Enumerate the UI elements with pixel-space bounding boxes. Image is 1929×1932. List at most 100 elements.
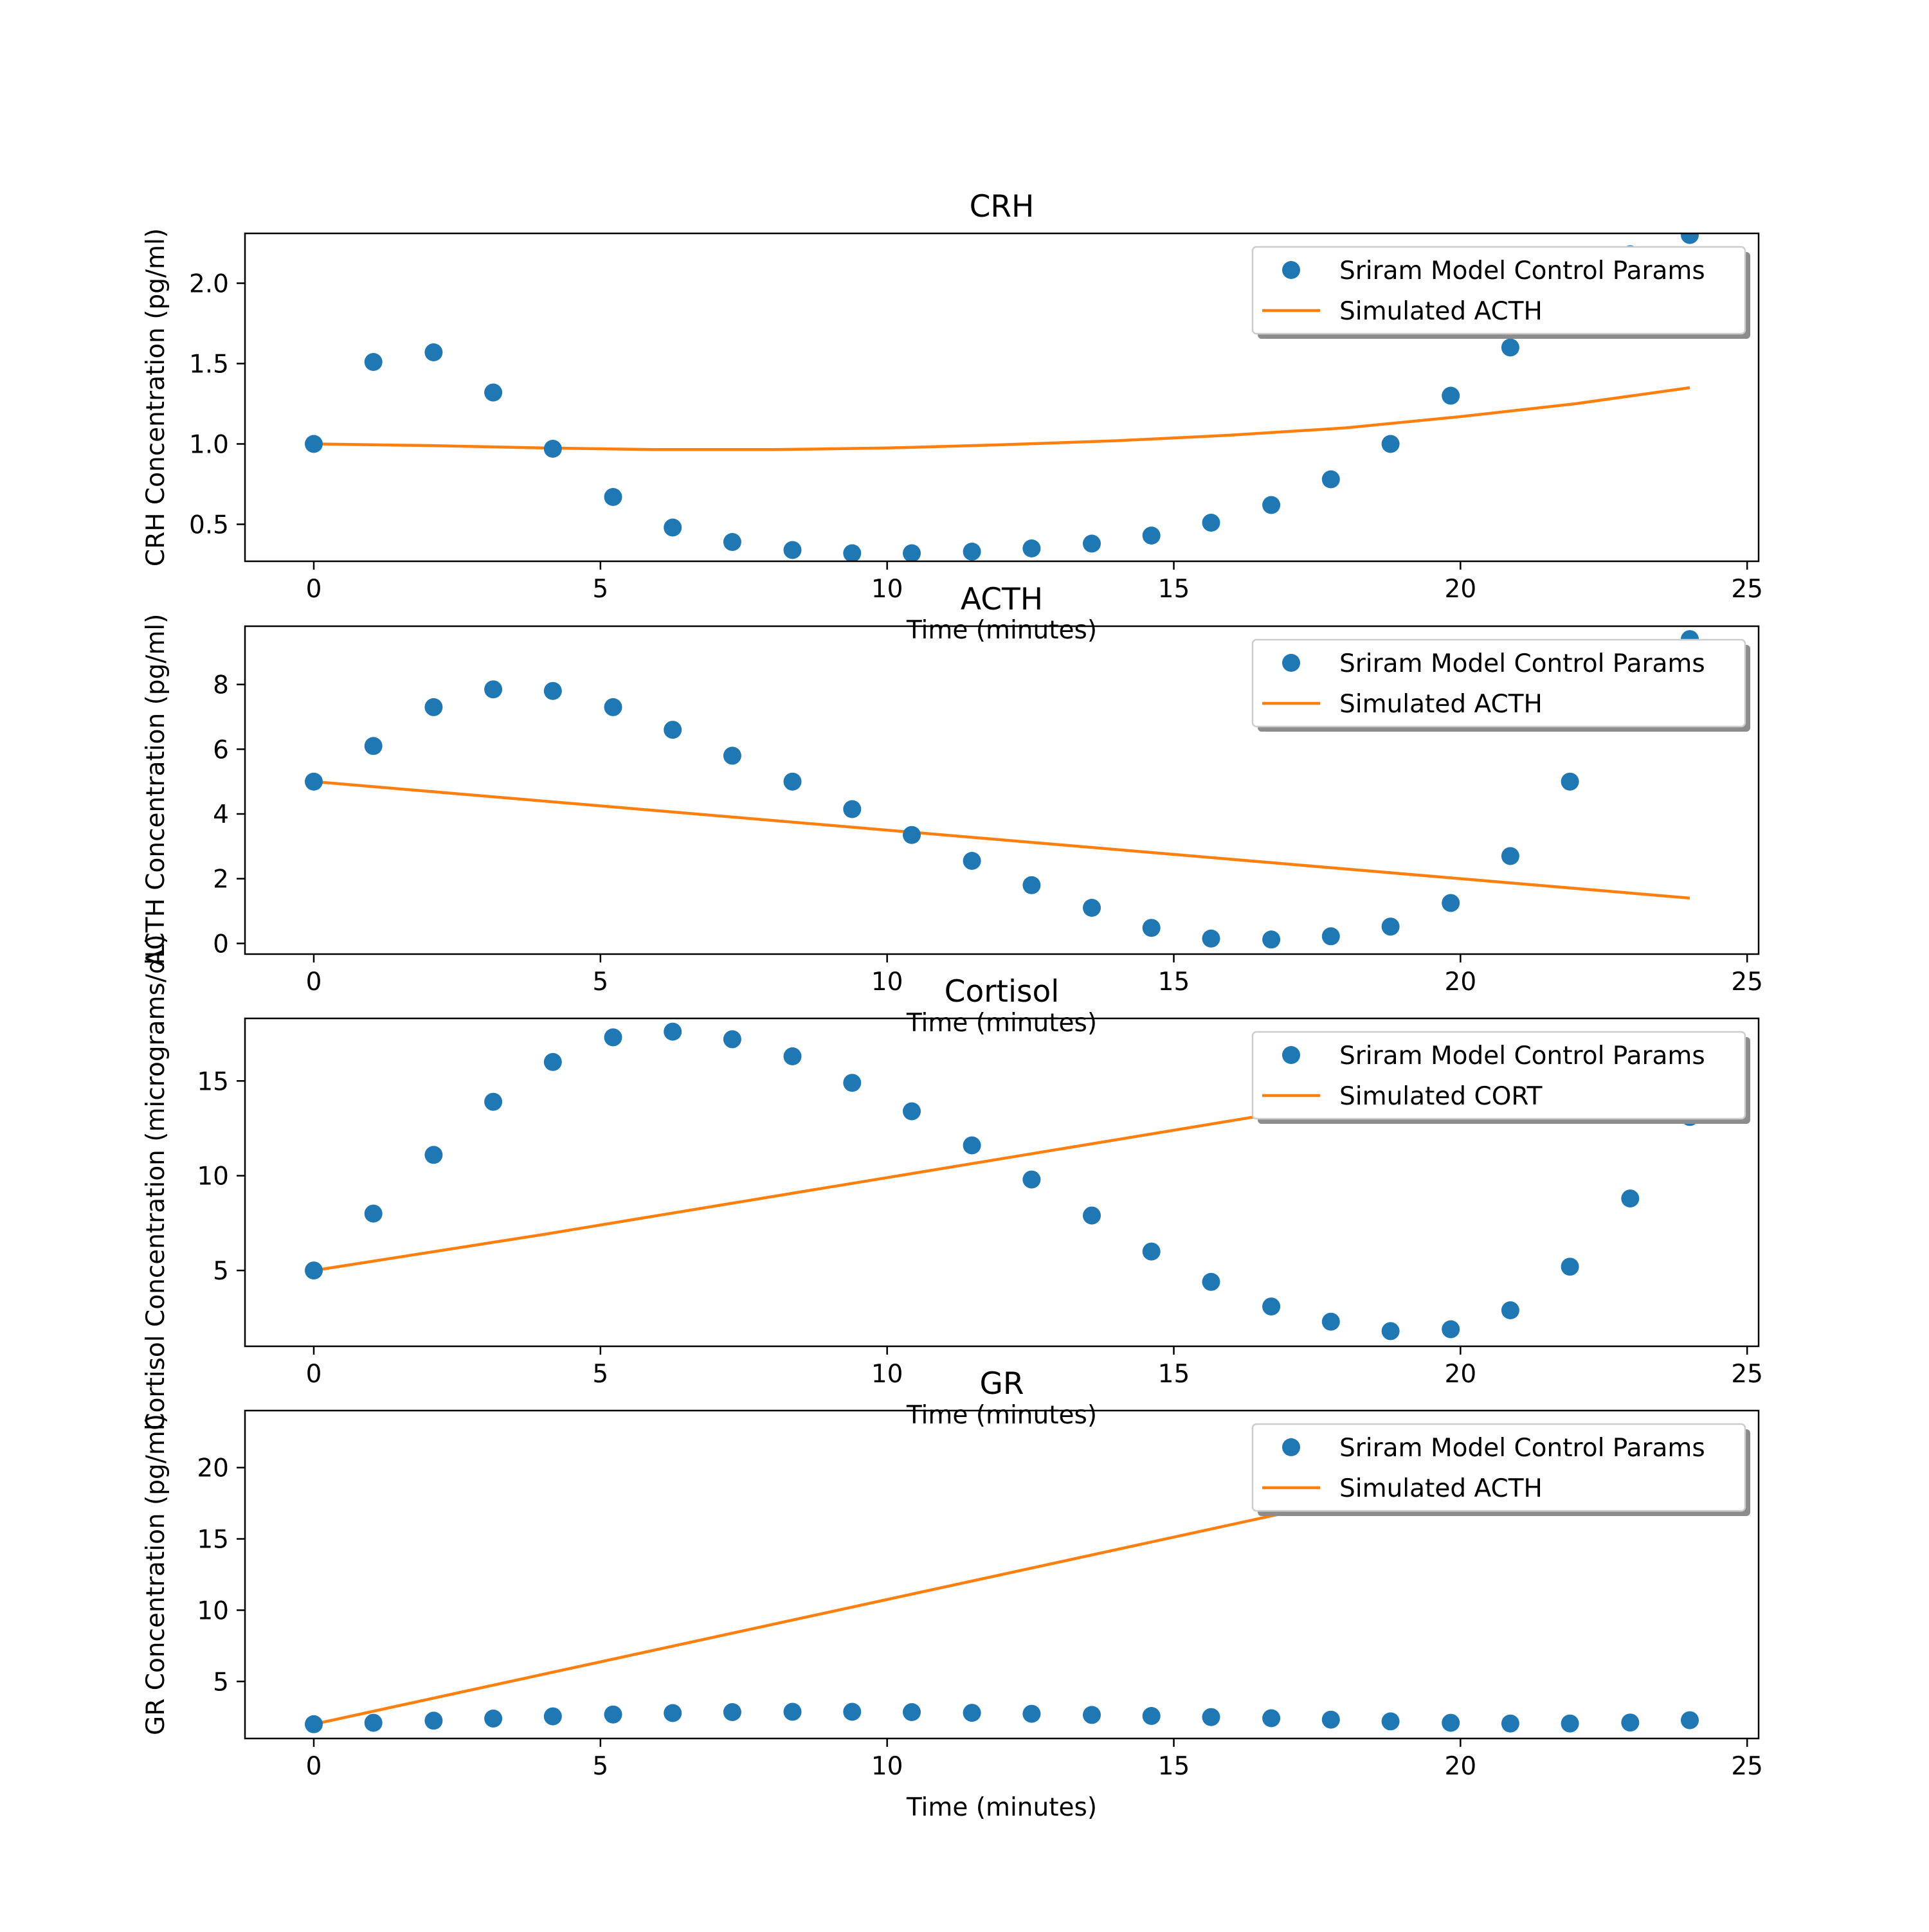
- data-point: [963, 543, 981, 561]
- x-tick-label: 15: [1158, 575, 1190, 604]
- y-tick-label: 10: [197, 1162, 229, 1191]
- y-axis-label: ACTH Concentration (pg/ml): [141, 614, 170, 967]
- legend-marker: [1282, 1046, 1300, 1064]
- data-point: [1262, 1709, 1281, 1728]
- x-tick-label: 10: [871, 575, 903, 604]
- x-tick-label: 5: [592, 1360, 608, 1389]
- data-point: [424, 698, 443, 716]
- data-point: [604, 488, 622, 506]
- subplot-title: ACTH: [961, 582, 1043, 617]
- axes-frame: [244, 1409, 1760, 1740]
- data-point: [1022, 1170, 1041, 1189]
- data-point: [1142, 1707, 1161, 1725]
- legend-label: Sriram Model Control Params: [1339, 1042, 1705, 1070]
- data-point: [604, 698, 622, 716]
- x-tick-label: 15: [1158, 1360, 1190, 1389]
- data-point: [1621, 1189, 1640, 1208]
- data-point: [1022, 876, 1041, 894]
- data-point: [843, 544, 862, 561]
- x-tick-label: 5: [592, 1752, 608, 1781]
- y-tick-label: 5: [213, 1668, 229, 1697]
- data-point: [664, 1022, 682, 1041]
- legend: Sriram Model Control Params Simulated ACT…: [1251, 246, 1750, 339]
- x-tick-label: 25: [1731, 968, 1763, 997]
- legend-label: Sriram Model Control Params: [1339, 257, 1705, 285]
- data-point: [1381, 1712, 1400, 1731]
- data-point: [1202, 1708, 1220, 1726]
- data-point: [484, 1092, 503, 1111]
- legend: Sriram Model Control Params Simulated ACT…: [1251, 638, 1750, 732]
- data-point: [364, 1713, 383, 1732]
- data-point: [664, 518, 682, 537]
- data-point: [1501, 847, 1519, 865]
- x-tick-label: 0: [306, 968, 322, 997]
- legend-marker: [1282, 654, 1300, 672]
- data-point: [484, 680, 503, 699]
- data-point: [1202, 1272, 1220, 1291]
- x-tick-label: 0: [306, 1360, 322, 1389]
- data-point: [543, 1052, 562, 1071]
- x-tick-label: 10: [871, 1752, 903, 1781]
- x-axis-label: Time (minutes): [906, 616, 1097, 645]
- data-point: [484, 383, 503, 402]
- data-point: [903, 1102, 921, 1121]
- legend-box: [1251, 1423, 1746, 1512]
- x-tick-label: 25: [1731, 575, 1763, 604]
- data-point: [1202, 929, 1220, 948]
- y-tick-label: 5: [213, 1257, 229, 1286]
- data-point: [963, 1136, 981, 1155]
- data-point: [1381, 1322, 1400, 1341]
- data-point: [1083, 1706, 1101, 1724]
- data-point: [305, 772, 323, 791]
- x-axis-label: Time (minutes): [906, 1009, 1097, 1038]
- data-point: [1142, 527, 1161, 545]
- data-point: [843, 800, 862, 818]
- data-point: [1142, 919, 1161, 937]
- x-tick-label: 0: [306, 575, 322, 604]
- data-point: [305, 1261, 323, 1280]
- data-point: [424, 1146, 443, 1164]
- data-point: [1262, 496, 1281, 514]
- data-point: [723, 533, 741, 551]
- y-axis-label: GR Concentration (pg/ml): [141, 1414, 170, 1735]
- legend-label: Sriram Model Control Params: [1339, 1434, 1705, 1463]
- subplot-crh: 0 5 10 15 20 25 0.5 1.0 1.5 2.0 Time (minutes) CRH …: [141, 189, 1763, 645]
- data-point: [783, 1047, 802, 1065]
- subplot-title: GR: [979, 1366, 1024, 1402]
- data-point: [1381, 917, 1400, 936]
- axes-frame: [244, 625, 1760, 955]
- data-point: [364, 737, 383, 755]
- data-point: [1262, 1297, 1281, 1316]
- data-point: [1083, 1206, 1101, 1225]
- x-tick-label: 25: [1731, 1752, 1763, 1781]
- data-point: [305, 435, 323, 453]
- data-point: [783, 1702, 802, 1721]
- y-tick-label: 0.5: [189, 511, 229, 540]
- data-point: [424, 1711, 443, 1730]
- data-point: [364, 353, 383, 371]
- data-point: [1442, 1713, 1460, 1732]
- data-point: [1442, 894, 1460, 912]
- data-point: [1142, 1242, 1161, 1261]
- series-line: [313, 386, 1690, 451]
- x-tick-label: 15: [1158, 1752, 1190, 1781]
- data-point: [723, 746, 741, 765]
- x-tick-label: 10: [871, 968, 903, 997]
- data-point: [1681, 233, 1699, 244]
- series-line: [313, 780, 1690, 900]
- subplot-acth: 0 5 10 15 20 25 0 2 4 6 8 Time (minutes) ACTH Concen…: [141, 582, 1763, 1038]
- y-tick-label: 2.0: [189, 270, 229, 299]
- y-tick-label: 1.5: [189, 350, 229, 379]
- data-point: [664, 721, 682, 739]
- axes-frame: [244, 232, 1760, 563]
- y-tick-label: 20: [197, 1454, 229, 1483]
- subplot-title: CRH: [970, 189, 1035, 224]
- y-axis-label: CRH Concentration (pg/ml): [141, 228, 170, 566]
- data-point: [843, 1074, 862, 1092]
- y-tick-label: 8: [213, 671, 229, 700]
- data-point: [543, 440, 562, 458]
- data-point: [1501, 1714, 1519, 1733]
- data-point: [664, 1704, 682, 1722]
